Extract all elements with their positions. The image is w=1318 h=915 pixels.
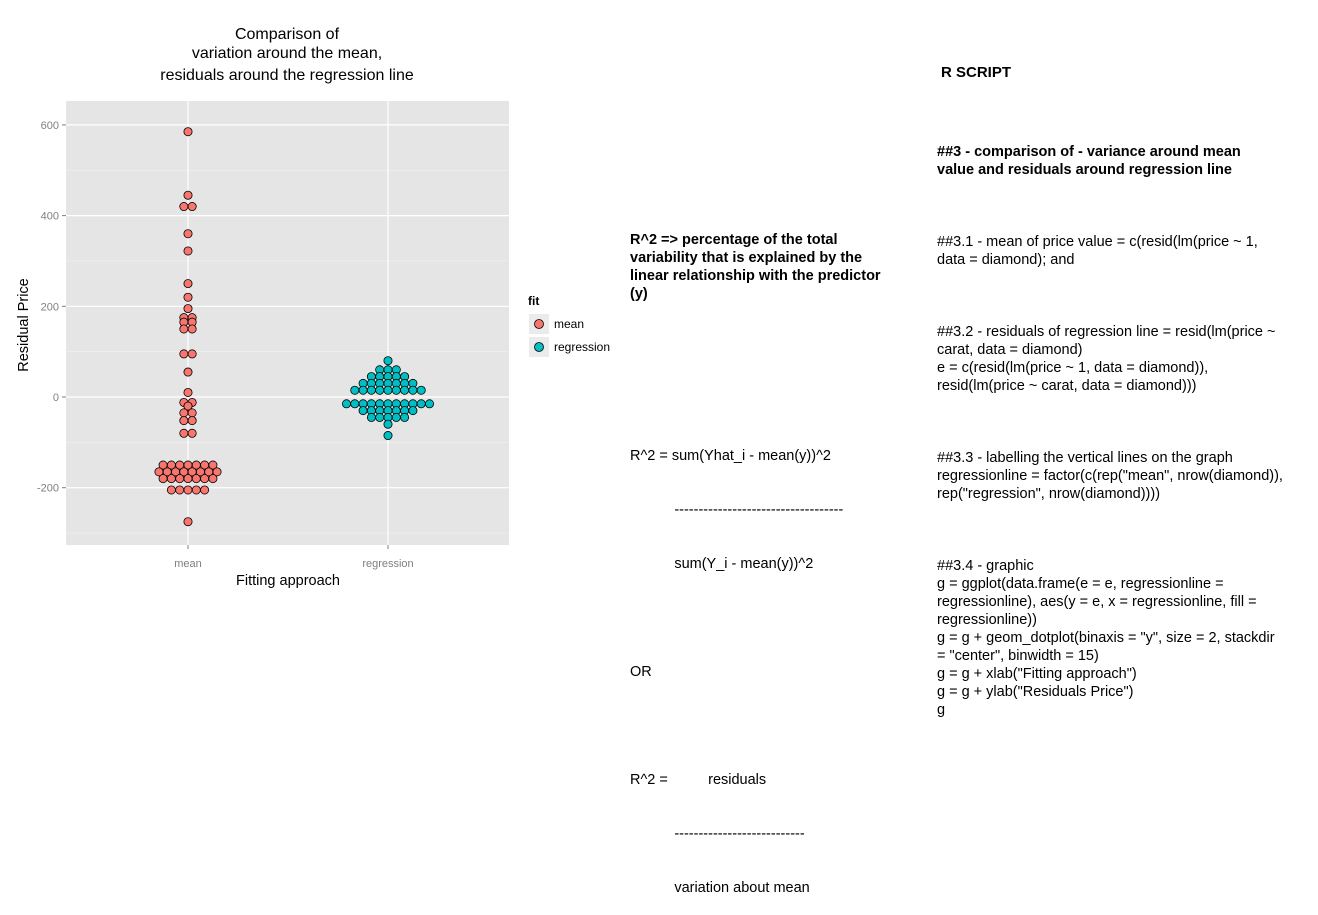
dots-layer [154, 127, 434, 527]
y-tick-label: 600 [41, 120, 59, 132]
dot-mean [183, 401, 193, 411]
dot-mean [179, 408, 189, 418]
r-script-step-3: ##3.3 - labelling the vertical lines on … [937, 450, 1283, 502]
dot-mean [183, 485, 193, 495]
legend-key-regression [534, 342, 544, 352]
legend: fit mean regression [528, 294, 610, 357]
dot-regression [375, 412, 385, 422]
dot-mean [158, 474, 168, 484]
dot-regression [341, 399, 351, 409]
dot-regression [375, 385, 385, 395]
dot-mean [179, 202, 189, 212]
dot-mean [183, 292, 193, 302]
chart-title-line-1: Comparison of [235, 26, 340, 43]
dot-regression [391, 412, 401, 422]
dot-regression [366, 412, 376, 422]
r-squared-formula-2-denominator: variation about mean [630, 880, 810, 896]
dot-regression [350, 399, 360, 409]
dot-regression [408, 385, 418, 395]
dot-mean [183, 304, 193, 314]
dot-mean [183, 387, 193, 397]
dot-regression [358, 385, 368, 395]
dot-regression [383, 385, 393, 395]
legend-label-regression: regression [554, 340, 610, 354]
dot-mean [179, 416, 189, 426]
chart-title-line-3: residuals around the regression line [160, 67, 414, 84]
y-tick-label: -200 [37, 483, 59, 495]
dot-regression [400, 412, 410, 422]
r-script-block: ##3 - comparison of - variance around me… [937, 107, 1307, 737]
x-tick-label-mean: mean [174, 558, 202, 570]
r-squared-note: R^2 => percentage of the total variabili… [630, 195, 920, 915]
dotplot-chart: Comparison of variation around the mean,… [16, 26, 610, 589]
dot-regression [424, 399, 434, 409]
r-squared-heading: R^2 => percentage of the total variabili… [630, 232, 881, 302]
dot-mean [166, 474, 176, 484]
r-squared-formula-2-numerator: R^2 = residuals [630, 772, 767, 788]
grid-layer [66, 101, 509, 545]
dot-mean [175, 474, 185, 484]
dot-mean [200, 485, 210, 495]
dot-regression [400, 385, 410, 395]
x-tick-label-regression: regression [362, 558, 413, 570]
dot-regression [416, 385, 426, 395]
y-tick-label: 200 [41, 301, 59, 313]
dot-regression [408, 406, 418, 416]
dot-mean [166, 485, 176, 495]
dot-mean [187, 202, 197, 212]
legend-key-mean [534, 319, 544, 329]
dot-mean [183, 229, 193, 239]
dot-mean [183, 279, 193, 289]
dot-mean [208, 460, 218, 470]
dot-mean [183, 474, 193, 484]
legend-label-mean: mean [554, 317, 584, 331]
dot-mean [183, 367, 193, 377]
dot-mean [187, 428, 197, 438]
dot-regression [383, 356, 393, 366]
r-script-step-4: ##3.4 - graphic g = ggplot(data.frame(e … [937, 558, 1275, 718]
dot-regression [358, 406, 368, 416]
r-script-step-1: ##3.1 - mean of price value = c(resid(lm… [937, 234, 1258, 268]
dot-regression [383, 431, 393, 441]
dot-mean [191, 485, 201, 495]
chart-title-line-2: variation around the mean, [192, 45, 382, 62]
dot-mean [183, 246, 193, 256]
dot-mean [187, 349, 197, 359]
r-script-heading: ##3 - comparison of - variance around me… [937, 144, 1241, 178]
r-squared-formula-1-denominator: sum(Y_i - mean(y))^2 [630, 556, 814, 572]
r-script-step-2: ##3.2 - residuals of regression line = r… [937, 324, 1276, 394]
dot-mean [187, 324, 197, 334]
r-squared-or: OR [630, 664, 652, 680]
dot-mean [183, 127, 193, 137]
r-script-title: R SCRIPT [941, 64, 1012, 81]
y-axis-label: Residual Price [16, 278, 32, 372]
dot-mean [200, 474, 210, 484]
dot-mean [191, 474, 201, 484]
dot-regression [391, 385, 401, 395]
dot-mean [175, 485, 185, 495]
r-squared-formula-1-numerator: R^2 = sum(Yhat_i - mean(y))^2 [630, 448, 831, 464]
dot-mean [212, 467, 222, 477]
x-axis-label: Fitting approach [236, 573, 340, 589]
dot-mean [183, 517, 193, 527]
r-squared-formula-1-divider: ----------------------------------- [630, 502, 844, 518]
axis-layer: -200 0 200 400 600 mean regression [37, 120, 414, 570]
r-squared-formula-2-divider: --------------------------- [630, 826, 805, 842]
dot-regression [416, 399, 426, 409]
dot-mean [179, 428, 189, 438]
dot-mean [179, 349, 189, 359]
dot-mean [179, 324, 189, 334]
dot-mean [187, 408, 197, 418]
dot-regression [350, 385, 360, 395]
dot-mean [187, 416, 197, 426]
dot-mean [183, 190, 193, 200]
legend-title: fit [528, 294, 539, 308]
y-tick-label: 0 [53, 392, 59, 404]
dot-mean [208, 474, 218, 484]
dot-regression [366, 385, 376, 395]
plot-panel [66, 101, 509, 545]
y-tick-label: 400 [41, 211, 59, 223]
dot-regression [383, 419, 393, 429]
